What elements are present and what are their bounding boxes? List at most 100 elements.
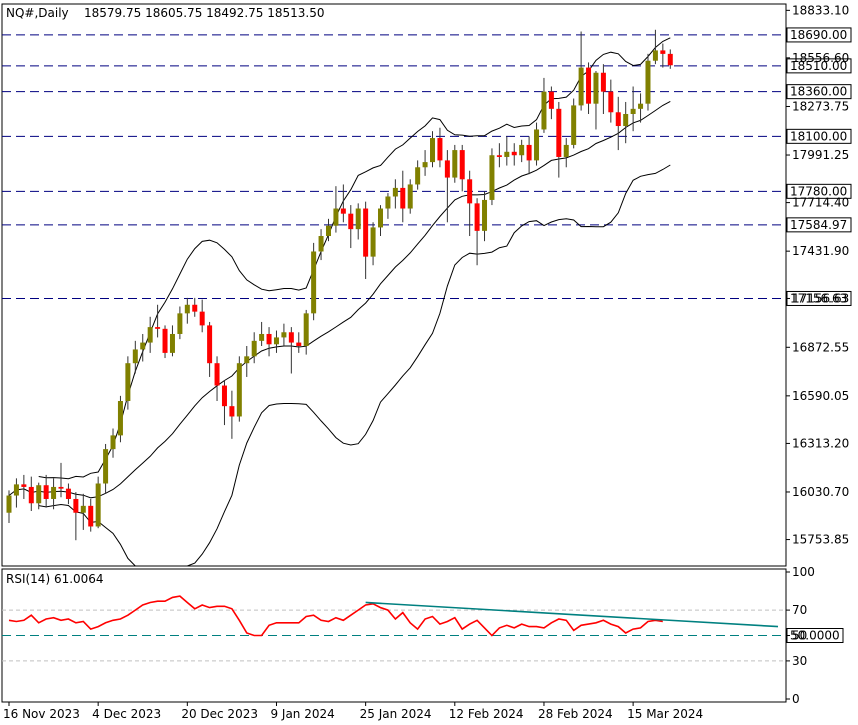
candle [378, 205, 383, 237]
candle-body [430, 138, 436, 163]
bollinger-upper-band [38, 37, 671, 480]
candle-body [80, 505, 86, 513]
candle [563, 138, 569, 168]
candle [221, 380, 227, 426]
candle [340, 184, 346, 223]
chart-title: NQ#,Daily [6, 6, 69, 20]
candle [281, 323, 287, 347]
candle [645, 53, 651, 111]
candle-body [392, 187, 398, 197]
candle-body [600, 72, 606, 92]
candle-body [474, 203, 480, 231]
candle-body [652, 50, 658, 61]
rsi-title: RSI(14) 61.0064 [6, 572, 104, 586]
candle [88, 498, 94, 532]
candle-body [667, 53, 673, 66]
level-label-box [786, 183, 852, 199]
level-label: 17584.97 [790, 218, 847, 232]
candle-body [548, 91, 554, 109]
price-tick-label: 17156.63 [792, 291, 849, 305]
candle-body [13, 484, 19, 496]
price-tick-label: 16030.70 [792, 485, 849, 499]
candle-body [95, 483, 101, 527]
candle-body [645, 60, 651, 104]
candle [155, 304, 161, 338]
candle [110, 428, 116, 458]
candle-body [236, 363, 242, 417]
level-label-box [786, 217, 852, 233]
candle-body [207, 325, 213, 364]
candle-body [147, 327, 153, 343]
candle-body [110, 435, 116, 450]
rsi-panel: 50.0000 100 70 50 30 0 RSI(14) 61.0064 [2, 565, 844, 706]
candle [496, 143, 502, 168]
candle-body [496, 155, 502, 157]
candle [526, 136, 532, 175]
candle [548, 86, 554, 120]
candle [6, 490, 12, 524]
candle [296, 332, 302, 353]
candle [80, 493, 86, 530]
candle [192, 297, 198, 317]
candle-body [541, 91, 547, 130]
candle-body [221, 385, 227, 407]
candle [333, 186, 339, 233]
rsi-tick-label: 70 [792, 603, 807, 617]
candle-body [608, 91, 614, 113]
candle [132, 340, 138, 374]
candle-body [482, 199, 488, 231]
candle-body [36, 485, 42, 504]
candle-body [385, 196, 391, 209]
candle [318, 229, 324, 261]
candle [600, 64, 606, 114]
level-label: 17156.63 [790, 291, 847, 305]
candle-body [534, 129, 540, 161]
candle-body [21, 484, 27, 487]
candle-body [415, 167, 421, 185]
candle-body [103, 449, 109, 484]
candle [415, 160, 421, 190]
candle [140, 333, 146, 362]
candle [58, 462, 64, 498]
candle [244, 346, 250, 377]
candle-body [73, 498, 79, 513]
candle [117, 395, 123, 443]
rsi-trend-line [365, 601, 779, 628]
x-tick-label: 25 Jan 2024 [360, 707, 432, 721]
candle [177, 306, 183, 340]
candle [623, 101, 629, 144]
candle-body [355, 208, 361, 230]
candle [214, 356, 220, 402]
price-tick-label: 18833.10 [792, 3, 849, 17]
candle [43, 474, 49, 508]
candle-body [192, 304, 198, 312]
candle [667, 49, 673, 69]
ohlc-readout: 18579.75 18605.75 18492.75 18513.50 [84, 6, 324, 20]
candle [467, 170, 473, 237]
price-tick-label: 18556.60 [792, 51, 849, 65]
x-tick-label: 28 Feb 2024 [538, 707, 613, 721]
rsi-tick-label: 50 [792, 629, 807, 643]
candle [556, 101, 562, 178]
candle-body [407, 184, 413, 209]
candle [534, 122, 540, 166]
candle-body [266, 333, 272, 345]
candle [571, 98, 577, 149]
level-lines: 18690.00 18510.00 18360.00 18100.00 17780.00… [2, 27, 852, 306]
candle-body [526, 144, 532, 161]
candle-body [199, 311, 205, 326]
candle-body [281, 332, 287, 338]
level-label-box [786, 84, 852, 100]
candle [288, 327, 294, 374]
candle [400, 170, 406, 223]
candle [437, 127, 443, 168]
candle [511, 143, 517, 166]
price-tick-label: 16872.55 [792, 340, 849, 354]
candle [51, 478, 57, 510]
price-tick-label: 18273.75 [792, 99, 849, 113]
candle [169, 325, 175, 357]
candle [459, 144, 465, 192]
candle [422, 150, 428, 176]
level-label-box [786, 58, 852, 74]
